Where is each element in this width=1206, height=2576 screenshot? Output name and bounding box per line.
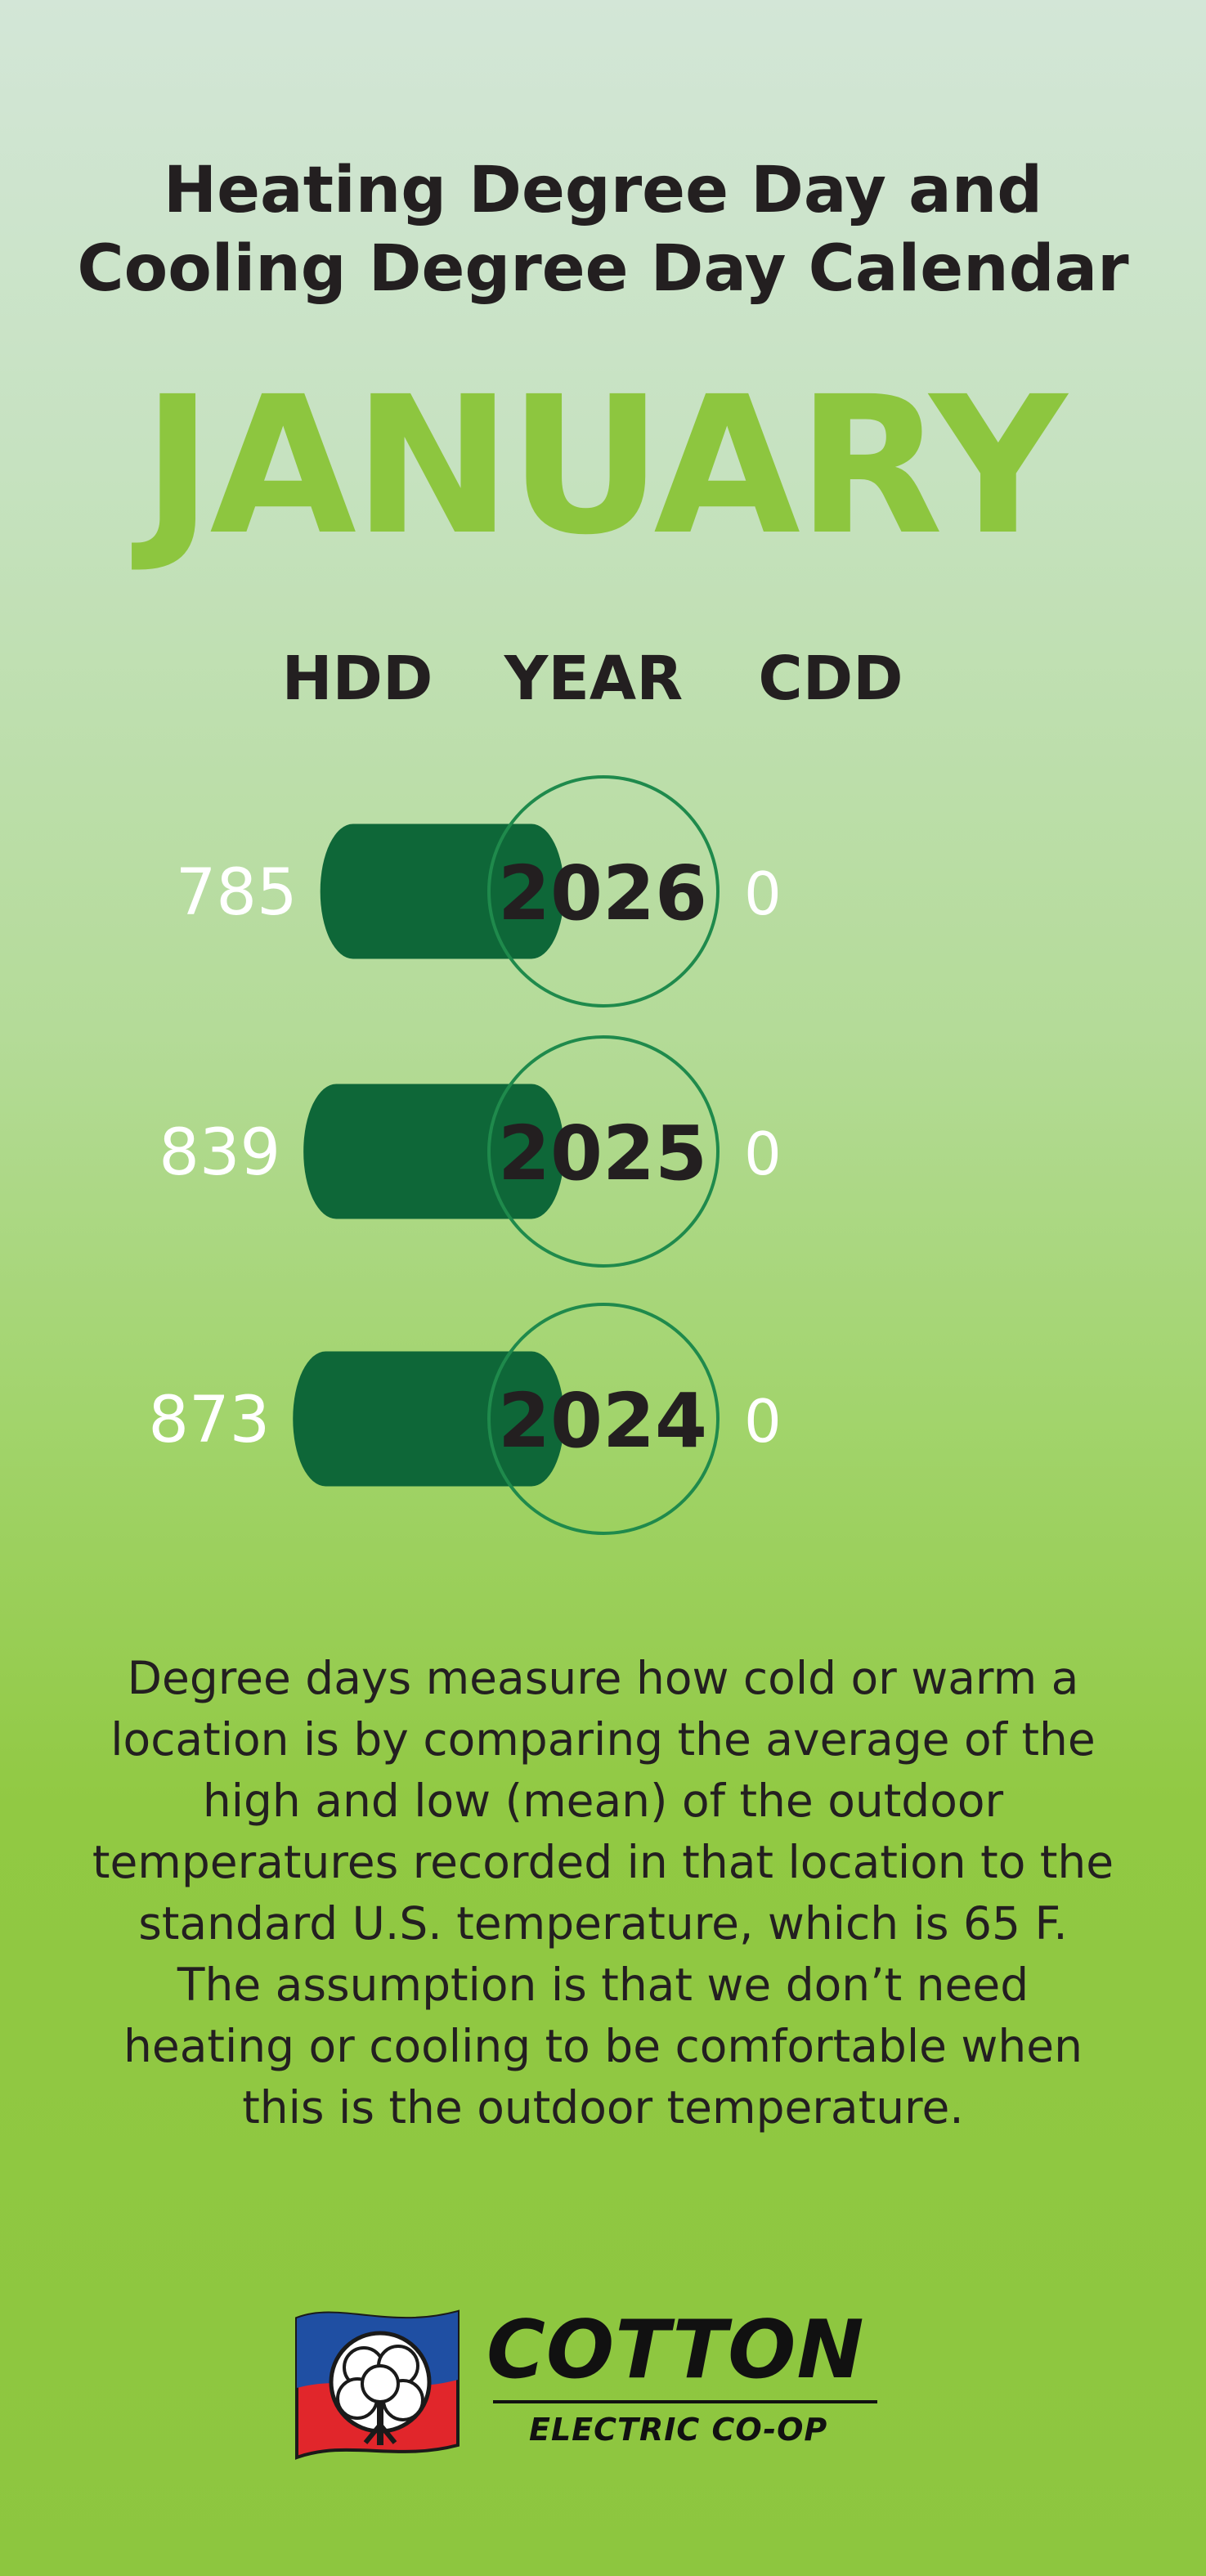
year-label: 2024 <box>498 1377 707 1465</box>
year-label: 2026 <box>498 850 707 937</box>
hdd-bar <box>320 824 564 959</box>
description-text: Degree days measure how cold or warm a l… <box>92 1652 1114 2134</box>
title-line-1: Heating Degree Day and <box>163 154 1043 227</box>
hdd-bar <box>293 1351 564 1487</box>
cdd-column-header: CDD <box>758 644 903 714</box>
logo-subtitle: ELECTRIC CO-OP <box>529 2412 828 2448</box>
year-bubble <box>487 1303 720 1535</box>
hdd-column-header: HDD <box>281 644 433 714</box>
logo-name: COTTON <box>486 2304 865 2397</box>
title-line-2: Cooling Degree Day Calendar <box>77 232 1129 306</box>
cdd-value-label: 0 <box>744 1120 782 1188</box>
month-heading: JANUARY <box>142 356 1067 577</box>
year-bubble <box>487 1035 720 1268</box>
degree-day-chart: 2026 785 0 2025 839 0 2024 873 0 <box>148 775 782 1535</box>
hdd-bar <box>303 1084 564 1219</box>
cdd-value-label: 0 <box>744 1387 782 1456</box>
hdd-value-label: 785 <box>176 856 298 930</box>
year-column-header: YEAR <box>504 644 684 714</box>
year-label: 2025 <box>498 1110 707 1197</box>
logo-divider <box>493 2400 877 2403</box>
cotton-flag-icon <box>295 2309 460 2460</box>
hdd-value-label: 873 <box>148 1384 270 1457</box>
cdd-value-label: 0 <box>744 859 782 928</box>
page-title: Heating Degree Day and Cooling Degree Da… <box>0 151 1206 308</box>
hdd-value-label: 839 <box>159 1116 280 1190</box>
cotton-electric-logo: COTTON ELECTRIC CO-OP <box>290 2302 912 2466</box>
year-bubble <box>487 775 720 1008</box>
